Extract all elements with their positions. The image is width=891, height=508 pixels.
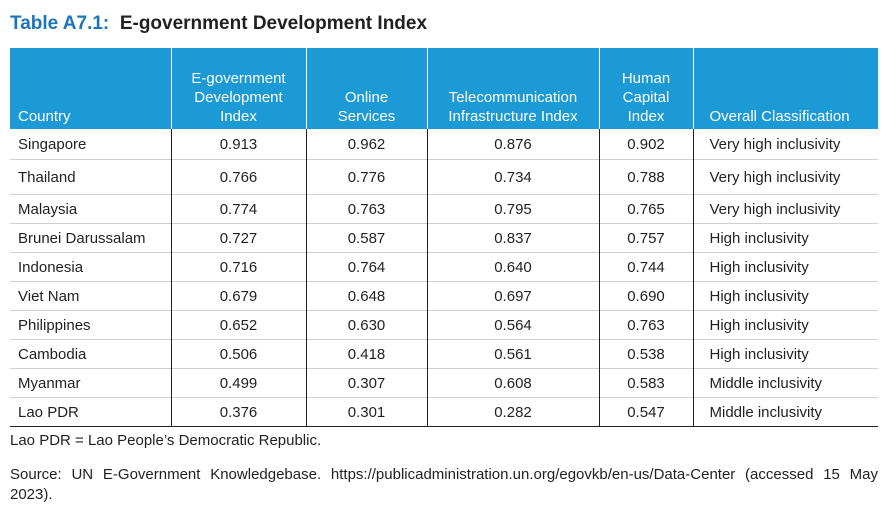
column-header-line: Index xyxy=(627,108,665,125)
table-header-row: Country E-government Development Index Onlin… xyxy=(10,48,878,129)
table-cell-human-capital-index: 0.690 xyxy=(598,281,693,311)
table-cell-egov-index: 0.679 xyxy=(170,281,306,311)
column-header-human-capital-index: Human Capital Index xyxy=(598,48,693,129)
table-cell-egov-index: 0.499 xyxy=(170,368,306,398)
table-cell-telecom-index: 0.561 xyxy=(426,339,599,369)
table-cell-overall-classification: High inclusivity xyxy=(692,281,878,311)
table-cell-country: Indonesia xyxy=(10,252,171,282)
column-header-line: Telecommunication xyxy=(448,89,578,106)
column-header-line: Services xyxy=(337,108,396,125)
table-cell-telecom-index: 0.564 xyxy=(426,310,599,340)
table-cell-human-capital-index: 0.538 xyxy=(598,339,693,369)
table-cell-overall-classification: Very high inclusivity xyxy=(692,129,878,160)
table-title: Table A7.1: E-government Development Ind… xyxy=(10,12,427,36)
table-cell-egov-index: 0.727 xyxy=(170,223,306,253)
table-cell-egov-index: 0.913 xyxy=(170,129,306,160)
table-cell-egov-index: 0.716 xyxy=(170,252,306,282)
table-cell-country: Singapore xyxy=(18,135,87,153)
column-header-line: Online xyxy=(344,89,389,106)
table-cell-human-capital-index: 0.765 xyxy=(598,194,693,224)
table-cell-country: Cambodia xyxy=(10,339,171,369)
table-row: Malaysia 0.774 0.763 0.795 0.765 Very high in… xyxy=(10,194,878,224)
table-cell-human-capital-index: 0.788 xyxy=(598,159,693,195)
table-cell-overall-classification: Very high inclusivity xyxy=(692,194,878,224)
table-cell-egov-index: 0.652 xyxy=(170,310,306,340)
table-cell-telecom-index: 0.697 xyxy=(426,281,599,311)
table-cell-overall-classification: High inclusivity xyxy=(692,223,878,253)
table-cell-telecom-index: 0.282 xyxy=(426,397,599,427)
table-row: Myanmar 0.499 0.307 0.608 0.583 Middle inclus… xyxy=(10,368,878,398)
column-header-line: Human xyxy=(621,70,671,87)
table-row: Brunei Darussalam 0.727 0.587 0.837 0.757 Hig… xyxy=(10,223,878,253)
table-number: Table A7.1: xyxy=(10,13,110,34)
table-body: Singapore 0.913 0.962 0.876 0.902 Very high i… xyxy=(10,129,878,427)
table-cell-online-services: 0.962 xyxy=(305,129,427,160)
table-cell-country: Viet Nam xyxy=(10,281,171,311)
table-row: Singapore 0.913 0.962 0.876 0.902 Very high i… xyxy=(10,129,878,160)
table-cell-telecom-index: 0.734 xyxy=(426,159,599,195)
table-cell-egov-index: 0.506 xyxy=(170,339,306,369)
table-cell-online-services: 0.301 xyxy=(305,397,427,427)
column-header-line: Capital xyxy=(622,89,670,106)
table-row: Thailand 0.766 0.776 0.734 0.788 Very high in… xyxy=(10,159,878,195)
table-cell-online-services: 0.587 xyxy=(305,223,427,253)
table-row: Indonesia 0.716 0.764 0.640 0.744 High inclus… xyxy=(10,252,878,282)
table-cell-overall-classification: Middle inclusivity xyxy=(692,397,878,427)
table-cell-overall-classification: Middle inclusivity xyxy=(692,368,878,398)
column-header-overall-classification: Overall Classification xyxy=(692,48,878,129)
table-cell-online-services: 0.764 xyxy=(305,252,427,282)
column-header-egov-index: E-government Development Index xyxy=(170,48,306,129)
column-header-telecom-index: Telecommunication Infrastructure Index xyxy=(426,48,599,129)
column-header-line: Overall Classification xyxy=(709,108,850,125)
table-cell-telecom-index: 0.640 xyxy=(426,252,599,282)
table-cell-human-capital-index: 0.757 xyxy=(598,223,693,253)
table-cell-overall-classification: High inclusivity xyxy=(692,310,878,340)
table-cell-egov-index: 0.376 xyxy=(170,397,306,427)
table-cell-online-services: 0.418 xyxy=(305,339,427,369)
table-row: Cambodia 0.506 0.418 0.561 0.538 High inclusi… xyxy=(10,339,878,369)
table-cell-telecom-index: 0.876 xyxy=(426,129,599,160)
table-cell-country: Thailand xyxy=(10,159,171,195)
table-row: Viet Nam 0.679 0.648 0.697 0.690 High inclusi… xyxy=(10,281,878,311)
table-row: Philippines 0.652 0.630 0.564 0.763 High incl… xyxy=(10,310,878,340)
table-cell-online-services: 0.763 xyxy=(305,194,427,224)
column-header-line: Country xyxy=(18,108,71,125)
table-cell-country: Lao PDR xyxy=(10,397,171,427)
table-cell-country: Brunei Darussalam xyxy=(10,223,171,253)
table-cell-online-services: 0.307 xyxy=(305,368,427,398)
egov-index-table: Country E-government Development Index Onlin… xyxy=(10,48,878,427)
column-header-line: Development xyxy=(194,89,283,106)
table-cell-online-services: 0.776 xyxy=(305,159,427,195)
table-cell-human-capital-index: 0.583 xyxy=(598,368,693,398)
table-cell-telecom-index: 0.795 xyxy=(426,194,599,224)
table-cell-telecom-index: 0.608 xyxy=(426,368,599,398)
table-cell-egov-index: 0.774 xyxy=(170,194,306,224)
table-cell-overall-classification: High inclusivity xyxy=(692,339,878,369)
table-row: Lao PDR 0.376 0.301 0.282 0.547 Middle inclus… xyxy=(10,397,878,427)
table-cell-overall-classification: High inclusivity xyxy=(692,252,878,282)
table-cell-human-capital-index: 0.763 xyxy=(598,310,693,340)
table-cell-egov-index: 0.766 xyxy=(170,159,306,195)
table-cell-online-services: 0.630 xyxy=(305,310,427,340)
source-note: Source: UN E-Government Knowledgebase. h… xyxy=(10,466,878,503)
table-cell-human-capital-index: 0.902 xyxy=(598,129,693,160)
table-title-text: E-government Development Index xyxy=(119,13,428,34)
column-header-online-services: Online Services xyxy=(305,48,427,129)
table-cell-human-capital-index: 0.547 xyxy=(598,397,693,427)
table-cell-human-capital-index: 0.744 xyxy=(598,252,693,282)
column-header-line: Infrastructure Index xyxy=(448,108,578,125)
table-cell-online-services: 0.648 xyxy=(305,281,427,311)
table-cell-country: Myanmar xyxy=(10,368,171,398)
column-header-country: Country xyxy=(10,48,171,129)
table-cell-country: Malaysia xyxy=(10,194,171,224)
column-header-line: Index xyxy=(220,108,257,125)
abbreviation-note: Lao PDR = Lao People’s Democratic Republ… xyxy=(10,432,322,449)
table-cell-overall-classification: Very high inclusivity xyxy=(692,159,878,195)
column-header-line: E-government xyxy=(191,70,286,87)
table-cell-country: Philippines xyxy=(10,310,171,340)
table-cell-telecom-index: 0.837 xyxy=(426,223,599,253)
